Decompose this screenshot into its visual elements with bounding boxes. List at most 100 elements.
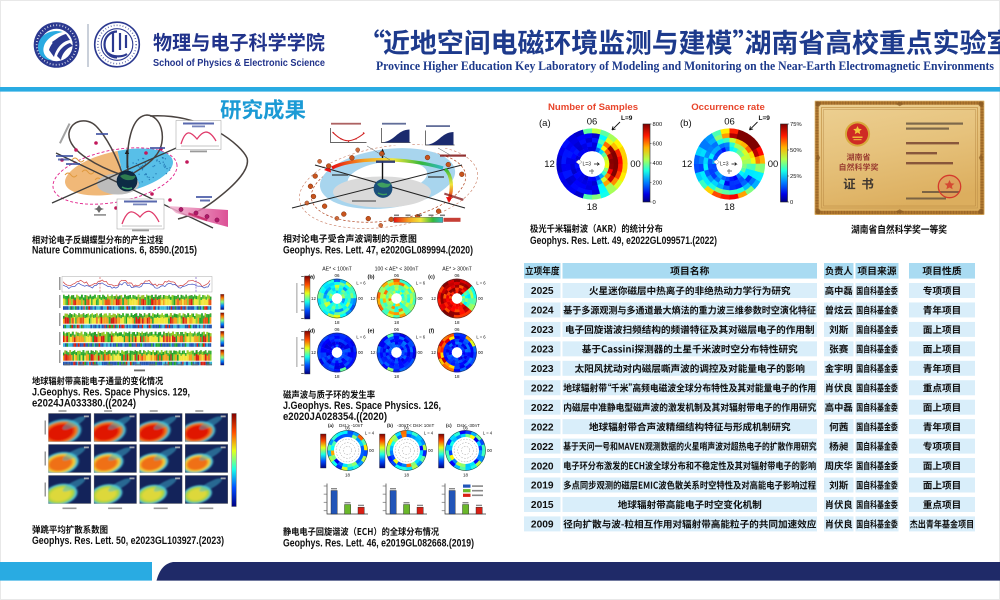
svg-text:L = 6: L = 6 (416, 281, 426, 286)
svg-text:50%: 50% (790, 148, 802, 154)
svg-text:J.Geophys. Res. Space Physics.: J.Geophys. Res. Space Physics. 129, (32, 386, 190, 398)
svg-text:00: 00 (358, 350, 364, 355)
svg-text:Occurrence rate: Occurrence rate (691, 102, 765, 113)
svg-text:(c): (c) (428, 275, 435, 281)
svg-text:18: 18 (345, 473, 351, 478)
svg-text:(a): (a) (308, 275, 315, 281)
svg-text:AE* < 100nT: AE* < 100nT (322, 267, 352, 273)
svg-text:06: 06 (587, 117, 598, 128)
svg-text:2023: 2023 (531, 364, 554, 375)
svg-text:L = 6: L = 6 (476, 335, 486, 340)
svg-text:18: 18 (587, 202, 598, 213)
svg-text:18: 18 (404, 473, 410, 478)
svg-text:2022: 2022 (531, 422, 554, 433)
svg-text:Dst > -10nT: Dst > -10nT (339, 423, 363, 428)
svg-text:(a): (a) (539, 118, 551, 129)
svg-text:2022: 2022 (531, 403, 554, 414)
svg-text:(d): (d) (308, 329, 315, 335)
svg-text:06: 06 (404, 425, 409, 430)
svg-text:18: 18 (394, 374, 400, 379)
svg-text:(b): (b) (367, 275, 374, 281)
svg-text:0: 0 (790, 200, 793, 206)
svg-text:e2024JA033380.((2024): e2024JA033380.((2024) (32, 397, 136, 409)
svg-text:12: 12 (311, 296, 317, 301)
svg-text:(b): (b) (387, 423, 393, 428)
svg-text:2024: 2024 (531, 306, 554, 317)
svg-text:00: 00 (417, 296, 423, 301)
svg-text:00: 00 (478, 296, 484, 301)
svg-text:12: 12 (431, 296, 437, 301)
svg-text:12: 12 (544, 159, 555, 170)
svg-text:75%: 75% (790, 122, 802, 128)
svg-text:L = 6: L = 6 (476, 281, 486, 286)
svg-text:00: 00 (358, 296, 364, 301)
svg-text:06: 06 (454, 273, 460, 278)
svg-text:06: 06 (334, 327, 340, 332)
svg-text:06: 06 (724, 117, 735, 128)
svg-text:L = 6: L = 6 (356, 335, 366, 340)
svg-text:2015: 2015 (531, 500, 554, 511)
svg-text:2020: 2020 (531, 461, 554, 472)
svg-text:L=9: L=9 (621, 115, 633, 122)
svg-text:2022: 2022 (531, 442, 554, 453)
svg-text:(f): (f) (429, 329, 435, 335)
svg-text:-30nT< Dst< 10nT: -30nT< Dst< 10nT (397, 423, 434, 428)
svg-text:Geophys. Res. Lett. 46, e2019: Geophys. Res. Lett. 46, e2019GL082668.(2… (283, 538, 474, 550)
svg-text:12: 12 (370, 296, 376, 301)
svg-text:12: 12 (431, 350, 437, 355)
svg-text:2009: 2009 (531, 520, 554, 531)
svg-text:06: 06 (334, 273, 340, 278)
svg-text:AE* > 300nT: AE* > 300nT (442, 267, 472, 273)
svg-text:00: 00 (417, 350, 423, 355)
svg-text:18: 18 (334, 320, 340, 325)
svg-text:600: 600 (653, 142, 663, 148)
svg-text:800: 800 (653, 122, 663, 128)
svg-text:(c): (c) (446, 423, 452, 428)
svg-text:Nature Communications. 6, 8590: Nature Communications. 6, 8590.(2015) (32, 244, 197, 256)
svg-text:(e): (e) (368, 329, 375, 335)
svg-text:2023: 2023 (531, 345, 554, 356)
svg-text:L=9: L=9 (759, 115, 771, 122)
svg-text:(b): (b) (680, 118, 692, 129)
svg-text:Dst< -30nT: Dst< -30nT (457, 423, 480, 428)
svg-text:06: 06 (463, 425, 468, 430)
svg-text:e2020JA028354.((2020): e2020JA028354.((2020) (283, 411, 387, 423)
svg-text:12: 12 (682, 159, 693, 170)
svg-text:2019: 2019 (531, 481, 554, 492)
svg-text:L=3: L=3 (583, 162, 592, 168)
svg-text:00: 00 (369, 448, 375, 453)
svg-text:18: 18 (454, 374, 460, 379)
svg-text:00: 00 (428, 448, 434, 453)
svg-text:25%: 25% (790, 174, 802, 180)
svg-text:Geophys. Res. Lett. 47, e2020G: Geophys. Res. Lett. 47, e2020GL089994.(2… (283, 245, 473, 257)
svg-text:0: 0 (653, 200, 656, 206)
svg-text:00: 00 (768, 159, 779, 170)
svg-text:L = 4: L = 4 (365, 431, 375, 436)
svg-text:L = 6: L = 6 (356, 281, 366, 286)
svg-text:18: 18 (334, 374, 340, 379)
svg-text:100 < AE* < 300nT: 100 < AE* < 300nT (375, 267, 420, 273)
svg-text:400: 400 (653, 161, 663, 167)
svg-text:Geophys. Res. Lett. 49, e2022G: Geophys. Res. Lett. 49, e2022GL099571.(2… (530, 235, 717, 247)
svg-text:200: 200 (653, 181, 663, 187)
svg-text:18: 18 (724, 202, 735, 213)
svg-text:06: 06 (345, 425, 350, 430)
svg-text:2022: 2022 (531, 383, 554, 394)
svg-text:18: 18 (463, 473, 469, 478)
svg-text:L = 6: L = 6 (416, 335, 426, 340)
svg-text:(a): (a) (328, 423, 334, 428)
svg-text:Geophys. Res. Lett. 50, e2023: Geophys. Res. Lett. 50, e2023GL103927.(2… (32, 535, 224, 547)
svg-text:00: 00 (630, 159, 641, 170)
svg-text:L=3: L=3 (720, 162, 729, 168)
svg-text:00: 00 (487, 448, 493, 453)
svg-text:00: 00 (478, 350, 484, 355)
svg-text:12: 12 (311, 350, 317, 355)
svg-text:2025: 2025 (531, 286, 554, 297)
svg-text:06: 06 (394, 327, 400, 332)
svg-text:12: 12 (370, 350, 376, 355)
svg-text:18: 18 (394, 320, 400, 325)
svg-text:06: 06 (394, 273, 400, 278)
svg-text:Province Higher Education Key: Province Higher Education Key Laboratory… (376, 59, 994, 73)
svg-text:Number of Samples: Number of Samples (548, 102, 638, 113)
svg-text:J.Geophys. Res. Space Physics.: J.Geophys. Res. Space Physics. 126, (283, 400, 441, 412)
